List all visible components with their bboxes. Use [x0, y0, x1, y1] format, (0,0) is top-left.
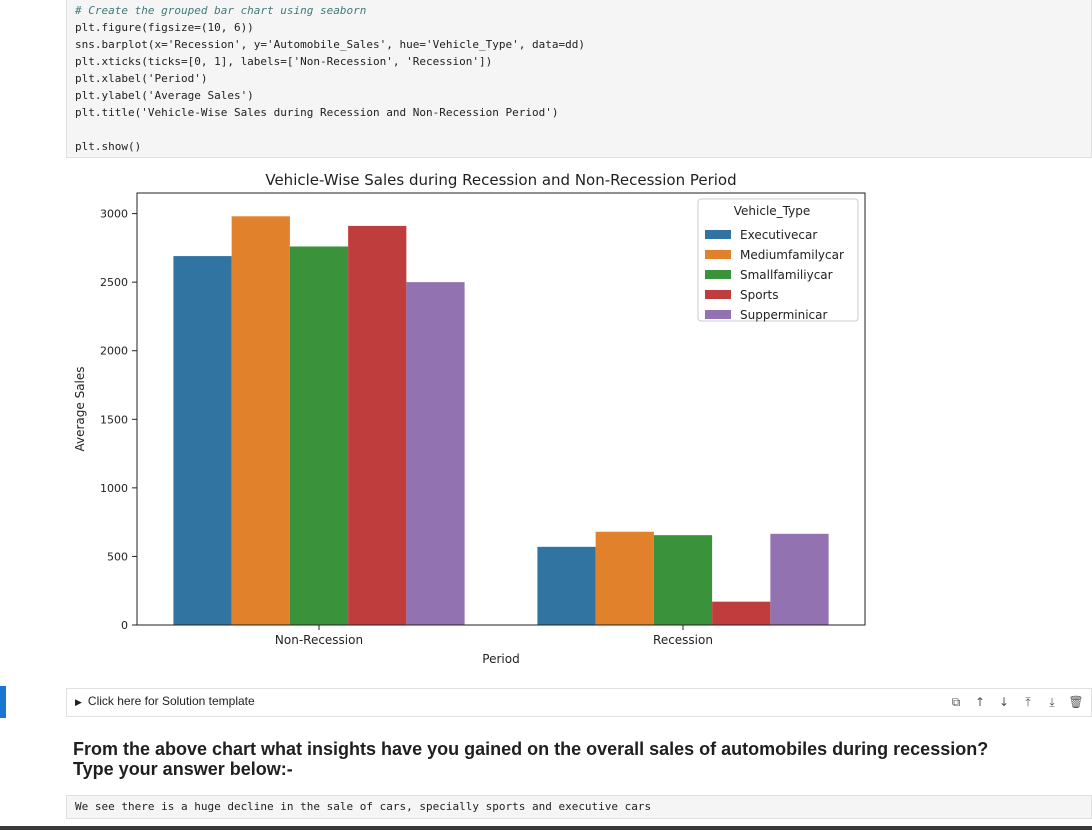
disclosure-triangle-icon: ▶	[75, 697, 82, 707]
y-tick-label: 0	[121, 619, 128, 632]
y-tick-label: 1500	[100, 413, 128, 426]
delete-icon[interactable]: 🗑	[1068, 695, 1084, 709]
bar-executivecar-recession	[537, 546, 596, 625]
bar-executivecar-non-recession	[173, 256, 232, 625]
bar-sports-non-recession	[348, 225, 407, 625]
y-tick-label: 2000	[100, 345, 128, 358]
bar-sports-recession	[712, 601, 771, 625]
legend-item-label: Mediumfamilycar	[740, 248, 844, 262]
x-axis-label: Period	[482, 652, 519, 666]
legend-swatch	[705, 290, 731, 299]
solution-toggle[interactable]: ▶ Click here for Solution template	[75, 694, 255, 708]
chart-title: Vehicle-Wise Sales during Recession and …	[265, 171, 736, 189]
question-text: From the above chart what insights have …	[73, 739, 1033, 779]
code-line: plt.title('Vehicle-Wise Sales during Rec…	[75, 106, 559, 119]
bar-smallfamiliycar-recession	[653, 535, 713, 625]
code-line: # Create the grouped bar chart using sea…	[75, 4, 367, 17]
x-tick-label: Recession	[653, 633, 713, 647]
legend-swatch	[705, 270, 731, 279]
code-cell[interactable]: # Create the grouped bar chart using sea…	[66, 0, 1092, 158]
y-tick-label: 2500	[100, 276, 128, 289]
legend-box	[697, 198, 859, 322]
bar-supperminicar-non-recession	[406, 282, 465, 625]
copy-icon[interactable]: ⧉	[951, 694, 961, 709]
y-axis-label: Average Sales	[73, 366, 87, 451]
code-line: plt.xticks(ticks=[0, 1], labels=['Non-Re…	[75, 55, 493, 68]
arrow-up-icon[interactable]: ↑	[974, 695, 986, 709]
legend-item-label: Sports	[740, 288, 778, 302]
code-line	[75, 121, 585, 138]
bar-chart: Vehicle-Wise Sales during Recession and …	[73, 171, 866, 666]
solution-cell[interactable]: ▶ Click here for Solution template ⧉ ↑ ↓ …	[66, 688, 1092, 717]
insert-below-icon[interactable]: ⤓	[1049, 694, 1055, 709]
answer-cell[interactable]: We see there is a huge decline in the sa…	[66, 795, 1092, 819]
legend-title: Vehicle_Type	[734, 204, 810, 218]
bar-smallfamiliycar-non-recession	[289, 246, 349, 625]
chart-output: Vehicle-Wise Sales during Recession and …	[66, 162, 946, 672]
legend-item-label: Supperminicar	[740, 308, 827, 322]
legend-item-label: Smallfamiliycar	[740, 268, 833, 282]
y-tick-label: 1000	[100, 482, 128, 495]
code-line: plt.ylabel('Average Sales')	[75, 89, 254, 102]
question-line-2: Type your answer below:-	[73, 759, 293, 779]
y-tick-label: 3000	[100, 208, 128, 221]
code-line: sns.barplot(x='Recession', y='Automobile…	[75, 38, 585, 51]
question-line-1: From the above chart what insights have …	[73, 739, 989, 759]
bottom-bar	[0, 826, 1092, 830]
answer-text[interactable]: We see there is a huge decline in the sa…	[75, 800, 652, 813]
plot-frame	[136, 192, 866, 626]
code-editor[interactable]: # Create the grouped bar chart using sea…	[75, 2, 585, 155]
arrow-down-icon[interactable]: ↓	[998, 695, 1010, 709]
code-line: plt.figure(figsize=(10, 6))	[75, 21, 254, 34]
bar-mediumfamilycar-non-recession	[231, 216, 290, 626]
bar-mediumfamilycar-recession	[595, 531, 654, 625]
legend-swatch	[705, 250, 731, 259]
active-cell-indicator	[0, 686, 6, 718]
legend-swatch	[705, 310, 731, 319]
y-tick-label: 500	[107, 550, 128, 563]
insert-above-icon[interactable]: ⤒	[1025, 694, 1031, 709]
legend-swatch	[705, 230, 731, 239]
legend-item-label: Executivecar	[740, 228, 817, 242]
x-tick-label: Non-Recession	[275, 633, 363, 647]
cell-toolbar: ⧉ ↑ ↓ ⤒ ⤓ 🗑	[947, 693, 1085, 711]
bar-supperminicar-recession	[770, 533, 829, 625]
code-line: plt.show()	[75, 140, 142, 153]
solution-toggle-label: Click here for Solution template	[87, 694, 255, 708]
code-line: plt.xlabel('Period')	[75, 72, 208, 85]
